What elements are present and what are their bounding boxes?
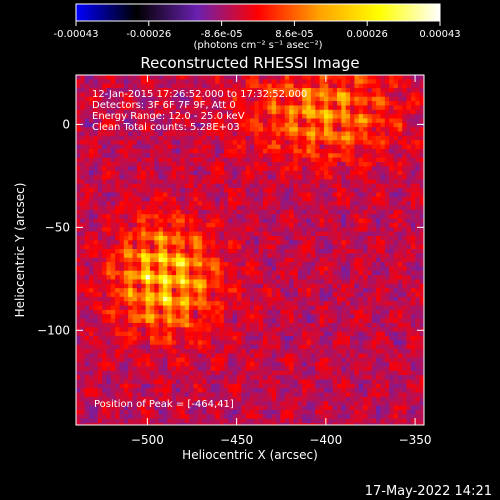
colorbar-tick-label: -0.00043: [54, 29, 99, 40]
annotation-detectors: Detectors: 3F 6F 7F 9F, Att 0: [92, 100, 236, 111]
y-tick-label: −50: [45, 220, 70, 234]
y-tick-label: 0: [62, 117, 70, 131]
colorbar: [75, 3, 441, 22]
x-tick-label: −500: [131, 433, 164, 447]
colorbar-unit-label: (photons cm⁻² s⁻¹ asec⁻²): [193, 40, 322, 51]
footer-timestamp: 17-May-2022 14:21: [365, 484, 492, 499]
colorbar-tick-label: -0.00026: [126, 29, 171, 40]
x-tick-label: −400: [309, 433, 342, 447]
x-axis-label: Heliocentric X (arcsec): [182, 448, 318, 462]
y-tick-label: −100: [37, 323, 70, 337]
annotation-time-range: 12-Jan-2015 17:26:52.000 to 17:32:52.000: [92, 89, 307, 100]
colorbar-tick-labels: -0.00043 -0.00026 -8.6e-05 8.6e-05 0.00026 0.…: [54, 29, 461, 40]
x-tick-label: −350: [399, 433, 432, 447]
colorbar-ticks: [75, 21, 441, 26]
colorbar-tick-label: -8.6e-05: [201, 29, 243, 40]
colorbar-tick-label: 8.6e-05: [275, 29, 313, 40]
colorbar-tick-label: 0.00043: [419, 29, 460, 40]
plot-frame: [75, 74, 425, 426]
y-axis-ticks: 0 −50 −100: [37, 117, 424, 337]
x-tick-label: −450: [220, 433, 253, 447]
annotation-peak-position: Position of Peak = [-464,41]: [94, 399, 234, 410]
colorbar-tick-label: 0.00026: [347, 29, 388, 40]
heatmap-image: [76, 75, 424, 425]
x-axis-ticks: −500 −450 −400 −350: [131, 75, 432, 447]
y-axis-label: Heliocentric Y (arcsec): [13, 183, 27, 318]
annotation-energy-range: Energy Range: 12.0 - 25.0 keV: [92, 111, 245, 122]
annotation-total-counts: Clean Total counts: 5.28E+03: [92, 122, 240, 133]
chart-title: Reconstructed RHESSI Image: [140, 54, 359, 72]
